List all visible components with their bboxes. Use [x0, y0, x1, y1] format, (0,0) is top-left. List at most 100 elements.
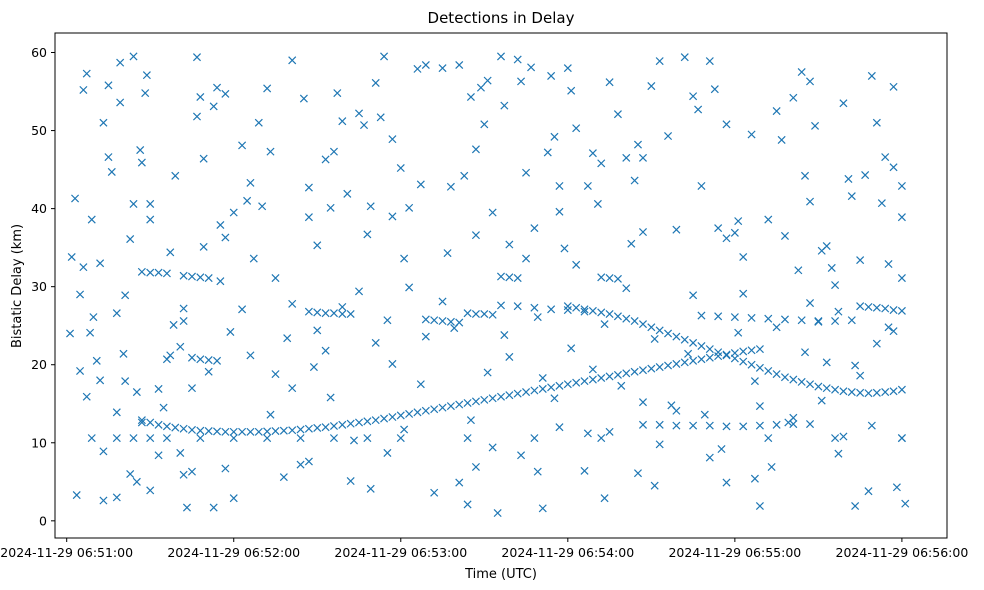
data-point-x-marker [329, 309, 338, 318]
data-point-x-marker [897, 434, 906, 443]
data-point-x-marker [146, 199, 155, 208]
data-point-x-marker [176, 342, 185, 351]
data-point-x-marker [580, 466, 589, 475]
data-point-x-marker [710, 85, 719, 94]
data-point-x-marker [213, 356, 222, 365]
data-point-x-marker [664, 132, 673, 141]
data-point-x-marker [567, 344, 576, 353]
data-point-x-marker [851, 501, 860, 511]
data-point-x-marker [476, 83, 485, 92]
data-point-x-marker [396, 411, 405, 420]
x-tick-label: 2024-11-29 06:54:00 [501, 545, 634, 560]
data-point-x-marker [755, 501, 764, 511]
data-point-x-marker [627, 239, 636, 248]
data-point-x-marker [136, 146, 145, 155]
data-point-x-marker [533, 313, 542, 322]
data-point-x-marker [630, 316, 639, 326]
data-point-x-marker [204, 356, 213, 365]
data-point-x-marker [296, 434, 305, 443]
data-point-x-marker [146, 418, 155, 427]
data-point-x-marker [132, 388, 141, 397]
data-point-x-marker [304, 183, 313, 192]
data-point-x-marker [480, 395, 489, 404]
data-point-x-marker [288, 426, 297, 435]
data-point-x-marker [593, 199, 602, 208]
data-point-x-marker [722, 120, 731, 129]
data-point-x-marker [500, 101, 509, 110]
data-point-x-marker [82, 69, 91, 78]
data-point-x-marker [496, 392, 506, 401]
data-point-x-marker [263, 434, 272, 443]
data-point-x-marker [555, 181, 564, 191]
data-point-x-marker [496, 301, 506, 310]
data-point-x-marker [89, 313, 98, 322]
data-point-x-marker [856, 371, 865, 380]
data-point-x-marker [321, 346, 330, 355]
data-point-x-marker [266, 410, 275, 419]
data-point-x-marker [455, 478, 464, 487]
data-point-x-marker [600, 494, 609, 503]
data-point-x-marker [129, 434, 138, 443]
data-point-x-marker [421, 60, 430, 70]
data-point-x-marker [196, 273, 205, 282]
data-point-x-marker [630, 176, 639, 185]
data-point-x-marker [588, 306, 597, 315]
data-point-x-marker [638, 320, 648, 329]
data-point-x-marker [226, 327, 235, 336]
data-point-x-marker [421, 332, 430, 341]
data-point-x-marker [221, 464, 230, 473]
data-point-x-marker [446, 182, 455, 191]
data-point-x-marker [877, 199, 886, 208]
data-point-x-marker [296, 425, 305, 434]
data-point-x-marker [179, 304, 188, 313]
data-point-x-marker [530, 224, 539, 233]
data-point-x-marker [182, 503, 191, 512]
data-point-x-marker [229, 208, 238, 217]
data-point-x-marker [613, 312, 622, 321]
data-point-x-marker [588, 365, 597, 374]
data-point-x-marker [438, 64, 447, 73]
data-point-x-marker [734, 217, 743, 226]
data-point-x-marker [889, 82, 898, 91]
data-point-x-marker [522, 168, 531, 177]
data-point-x-marker [655, 326, 664, 335]
data-point-x-marker [209, 503, 218, 512]
data-point-x-marker [530, 386, 539, 395]
data-point-x-marker [366, 484, 375, 493]
data-point-x-marker [179, 316, 188, 326]
data-point-x-marker [630, 367, 639, 376]
data-point-x-marker [580, 377, 589, 386]
y-tick-label: 60 [31, 45, 47, 60]
data-point-x-marker [299, 94, 308, 103]
data-point-x-marker [839, 432, 848, 441]
data-point-x-marker [238, 427, 247, 436]
data-point-x-marker [560, 244, 569, 253]
y-tick-label: 40 [31, 201, 47, 216]
x-tick-label: 2024-11-29 06:51:00 [0, 545, 133, 560]
data-point-x-marker [354, 418, 364, 427]
data-point-x-marker [747, 346, 756, 355]
data-point-x-marker [363, 434, 372, 443]
data-point-x-marker [622, 314, 631, 323]
data-point-x-marker [400, 425, 409, 434]
data-point-x-marker [258, 202, 267, 211]
data-point-x-marker [547, 71, 556, 80]
data-point-x-marker [104, 81, 113, 90]
data-point-x-marker [617, 381, 626, 390]
data-point-x-marker [154, 268, 163, 277]
data-point-x-marker [513, 302, 522, 311]
data-point-x-marker [572, 303, 581, 312]
data-point-x-marker [196, 355, 205, 364]
data-point-x-marker [388, 212, 397, 221]
data-point-x-marker [605, 309, 614, 319]
data-point-x-marker [346, 476, 355, 486]
data-point-x-marker [283, 334, 292, 343]
data-point-x-marker [755, 421, 764, 430]
data-point-x-marker [739, 252, 748, 262]
data-point-x-marker [349, 436, 359, 445]
data-point-x-marker [780, 231, 789, 240]
data-point-x-marker [613, 274, 622, 283]
data-point-x-marker [772, 107, 781, 116]
data-point-x-marker [405, 283, 414, 292]
data-point-x-marker [199, 154, 208, 163]
